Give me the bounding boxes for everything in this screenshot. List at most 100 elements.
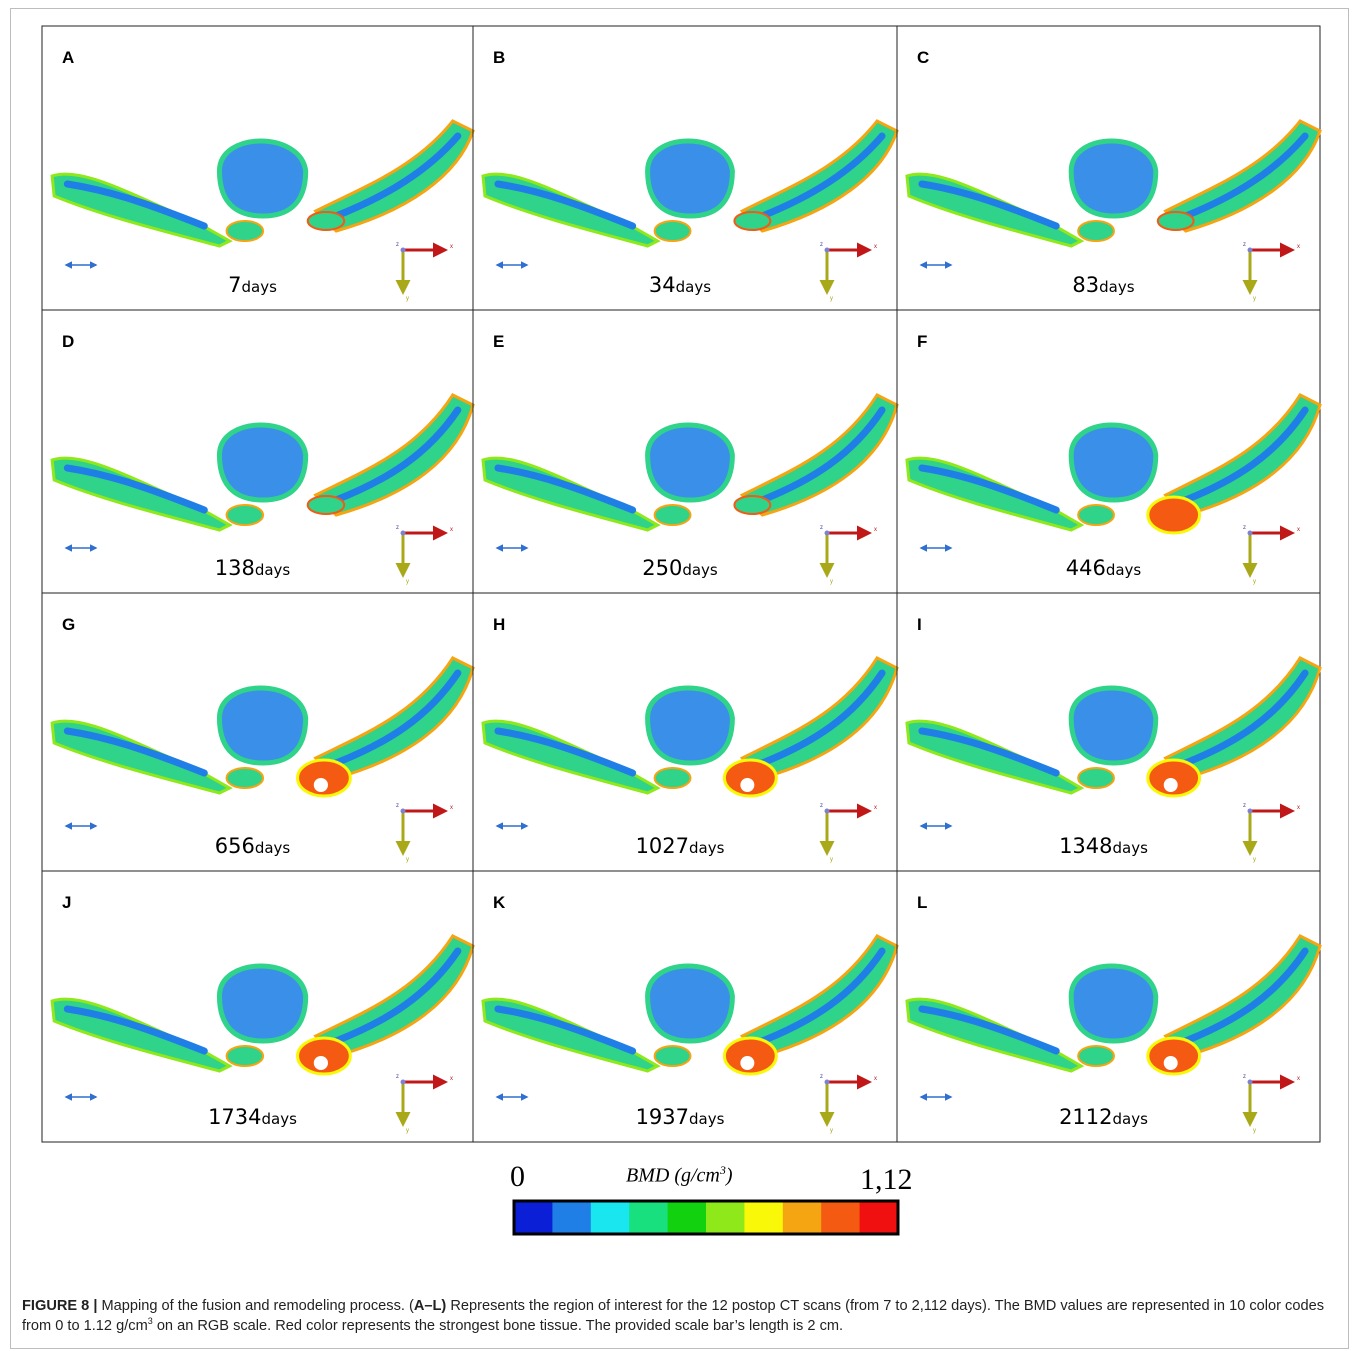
panel: Jz x y 1734days <box>41 870 475 1143</box>
bone-body <box>645 138 735 219</box>
bone-image <box>481 656 899 798</box>
axis-label-y: y <box>406 857 409 863</box>
bone-fragment <box>225 1045 265 1067</box>
bone-left-core <box>494 464 637 514</box>
bone-left-core <box>494 727 637 777</box>
axis-origin <box>824 1079 830 1085</box>
fusion-hole <box>1163 778 1178 792</box>
caption-label: FIGURE 8 | <box>22 1298 98 1314</box>
fusion-mass <box>1146 495 1202 535</box>
days-unit: days <box>689 839 725 857</box>
panel: Kz x y 1937days <box>472 870 899 1143</box>
days-number: 1027 <box>636 834 689 858</box>
fusion-hole <box>313 1056 328 1070</box>
axis-label-x: x <box>450 527 453 533</box>
caption-text: Mapping of the fusion and remodeling pro… <box>101 1298 414 1314</box>
bone-fragment <box>733 495 772 515</box>
axis-origin <box>1247 247 1253 253</box>
days-label: 138days <box>215 556 291 580</box>
bone-body <box>645 685 735 766</box>
panel: Ez x y 250days <box>472 309 899 594</box>
axis-label-z: z <box>396 242 399 248</box>
bone-body <box>1068 963 1159 1044</box>
bone-right-core <box>758 669 886 767</box>
axis-label-z: z <box>820 803 823 809</box>
axis-origin <box>824 808 830 814</box>
bone-fragment <box>1077 504 1115 526</box>
colorbar-swatch <box>629 1201 669 1234</box>
bone-right-core <box>1182 669 1309 767</box>
colorbar-title-sup: 3 <box>719 1163 726 1177</box>
bone-left-core <box>918 1005 1060 1055</box>
axis-label-y: y <box>406 296 409 302</box>
days-number: 446 <box>1066 556 1106 580</box>
days-unit: days <box>255 561 291 579</box>
axis-label-y: y <box>1253 296 1256 302</box>
days-number: 1937 <box>636 1105 689 1129</box>
days-number: 7 <box>228 273 241 297</box>
days-label: 1937days <box>636 1105 725 1129</box>
axis-label-y: y <box>406 579 409 585</box>
axis-origin <box>400 247 406 253</box>
colorbar-max: 1,12 <box>860 1163 913 1196</box>
days-number: 1348 <box>1059 834 1112 858</box>
panel-letter: D <box>62 332 74 351</box>
axis-label-z: z <box>1243 242 1246 248</box>
axis-origin <box>400 1079 406 1085</box>
bone-right-core <box>332 406 462 504</box>
caption-text: on an RGB scale. Red color represents th… <box>156 1318 844 1334</box>
panel: Gz x y 656days <box>41 592 475 872</box>
bone-left-core <box>63 1005 208 1055</box>
bone-fragment <box>1156 211 1195 231</box>
axis-label-x: x <box>1297 244 1300 250</box>
axis-label-x: x <box>874 244 877 250</box>
axis-label-y: y <box>830 857 833 863</box>
axis-label-x: x <box>874 1076 877 1082</box>
axis-label-x: x <box>874 805 877 811</box>
bone-fragment <box>1077 767 1115 789</box>
figure-frame <box>10 8 1349 1349</box>
bone-body <box>645 422 735 503</box>
days-label: 2112days <box>1059 1105 1148 1129</box>
fusion-mass <box>722 758 778 798</box>
days-label: 1348days <box>1059 834 1148 858</box>
fusion-mass <box>296 1036 352 1076</box>
panel: Bz x y 34days <box>472 25 899 311</box>
axis-label-y: y <box>830 1128 833 1134</box>
bone-left-core <box>494 180 637 230</box>
colorbar-swatch <box>859 1201 899 1234</box>
bone-fragment <box>1077 1045 1115 1067</box>
axis-label-z: z <box>820 1074 823 1080</box>
axis-label-z: z <box>1243 803 1246 809</box>
days-label: 250days <box>642 556 718 580</box>
days-number: 656 <box>215 834 255 858</box>
bone-fragment <box>1077 220 1115 242</box>
bone-right-core <box>332 947 462 1045</box>
bone-image <box>481 934 899 1076</box>
colorbar-swatch <box>744 1201 784 1234</box>
panel: Az x y 7days <box>41 25 475 311</box>
bone-right-core <box>758 132 886 220</box>
days-number: 34 <box>649 273 676 297</box>
axis-label-z: z <box>1243 1074 1246 1080</box>
days-label: 7days <box>228 273 277 297</box>
bone-image <box>905 934 1322 1076</box>
axis-label-x: x <box>450 805 453 811</box>
colorbar-border <box>512 1199 900 1236</box>
bone-left-core <box>63 727 208 777</box>
bone-body <box>216 685 309 766</box>
days-unit: days <box>676 278 712 296</box>
bone-left-core <box>494 1005 637 1055</box>
bone-right-core <box>758 947 886 1045</box>
fusion-hole <box>740 778 755 792</box>
days-number: 1734 <box>208 1105 261 1129</box>
axis-label-y: y <box>406 1128 409 1134</box>
bone-left-core <box>918 180 1060 230</box>
colorbar-min: 0 <box>510 1160 525 1193</box>
bone-right-wing <box>1163 934 1322 1058</box>
bone-body <box>216 138 309 219</box>
bone-left-core <box>918 464 1060 514</box>
days-label: 656days <box>215 834 291 858</box>
axis-label-y: y <box>1253 1128 1256 1134</box>
